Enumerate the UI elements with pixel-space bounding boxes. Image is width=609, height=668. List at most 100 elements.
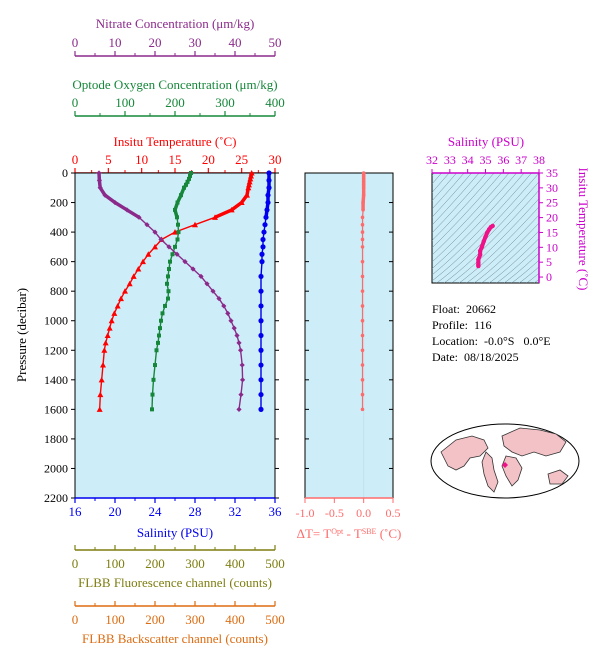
float-id: Float: 20662 bbox=[432, 302, 496, 317]
ts-plot-area bbox=[432, 173, 539, 283]
ts-point bbox=[480, 245, 484, 249]
oxygen-point bbox=[166, 274, 170, 278]
ts-point bbox=[476, 257, 480, 261]
pressure-tick-label: 2200 bbox=[44, 491, 68, 505]
salinity-point bbox=[263, 215, 268, 220]
salinity-point bbox=[266, 170, 271, 175]
oxygen-axis-label: Optode Oxygen Concentration (μm/kg) bbox=[72, 77, 277, 92]
salinity-axis-tick-label: 36 bbox=[269, 504, 283, 519]
delta-t-point bbox=[361, 378, 365, 382]
ts-salinity-tick-label: 38 bbox=[533, 153, 545, 167]
backscatter-axis-tick-label: 400 bbox=[225, 612, 245, 627]
temperature-axis-tick-label: 25 bbox=[235, 152, 248, 167]
backscatter-axis-tick-label: 300 bbox=[185, 612, 205, 627]
delta-t-tick-label: 0.5 bbox=[386, 506, 401, 520]
oxygen-point bbox=[157, 334, 161, 338]
map-land bbox=[502, 428, 566, 456]
pressure-tick-label: 1000 bbox=[44, 314, 68, 328]
oxygen-axis-tick-label: 100 bbox=[115, 95, 135, 110]
delta-t-point bbox=[361, 275, 365, 279]
salinity-point bbox=[266, 178, 271, 183]
delta-t-point bbox=[361, 201, 365, 205]
pressure-tick-label: 1400 bbox=[44, 373, 68, 387]
salinity-axis-tick-label: 28 bbox=[189, 504, 202, 519]
oxygen-axis-tick-label: 200 bbox=[165, 95, 185, 110]
delta-t-tick-label: -1.0 bbox=[296, 506, 315, 520]
delta-t-tick-label: -0.5 bbox=[325, 506, 344, 520]
oxygen-point bbox=[166, 297, 170, 301]
oxygen-point bbox=[150, 407, 154, 411]
pressure-tick-label: 2000 bbox=[44, 461, 68, 475]
salinity-point bbox=[259, 259, 264, 264]
backscatter-axis-label: FLBB Backscatter channel (counts) bbox=[82, 631, 268, 646]
ts-salinity-tick-label: 34 bbox=[462, 153, 474, 167]
profile-plot-area bbox=[75, 173, 275, 498]
date: Date: 08/18/2025 bbox=[432, 350, 519, 365]
ts-temperature-axis-label: Insitu Temperature (˚C) bbox=[576, 167, 591, 290]
fluorescence-axis-tick-label: 400 bbox=[225, 556, 245, 571]
oxygen-point bbox=[177, 230, 181, 234]
ts-salinity-tick-label: 33 bbox=[444, 153, 456, 167]
delta-t-point bbox=[362, 186, 366, 190]
oxygen-point bbox=[176, 201, 180, 205]
oxygen-axis-tick-label: 0 bbox=[72, 95, 79, 110]
ts-temperature-tick-label: 15 bbox=[546, 225, 558, 239]
temperature-axis-tick-label: 20 bbox=[202, 152, 215, 167]
oxygen-point bbox=[175, 215, 179, 219]
ts-salinity-tick-label: 32 bbox=[426, 153, 438, 167]
pressure-tick-label: 200 bbox=[50, 196, 68, 210]
salinity-point bbox=[262, 222, 267, 227]
oxygen-point bbox=[176, 223, 180, 227]
backscatter-axis-tick-label: 200 bbox=[145, 612, 165, 627]
oxygen-point bbox=[176, 237, 180, 241]
delta-t-point bbox=[362, 193, 366, 197]
salinity-point bbox=[258, 318, 263, 323]
oxygen-point bbox=[173, 245, 177, 249]
ts-temperature-tick-label: 25 bbox=[546, 196, 558, 210]
profile-number: Profile: 116 bbox=[432, 318, 492, 333]
ts-point bbox=[490, 224, 494, 228]
nitrate-axis-tick-label: 40 bbox=[229, 35, 242, 50]
oxygen-point bbox=[163, 304, 167, 308]
salinity-point bbox=[258, 289, 263, 294]
oxygen-point bbox=[182, 186, 186, 190]
salinity-point bbox=[265, 200, 270, 205]
delta-t-point bbox=[361, 334, 365, 338]
temperature-axis-tick-label: 30 bbox=[269, 152, 282, 167]
salinity-point bbox=[258, 348, 263, 353]
salinity-point bbox=[258, 274, 263, 279]
delta-t-point bbox=[361, 238, 365, 242]
ts-temperature-tick-label: 0 bbox=[546, 270, 552, 284]
ts-salinity-tick-label: 35 bbox=[480, 153, 492, 167]
ts-point bbox=[483, 235, 487, 239]
oxygen-point bbox=[171, 252, 175, 256]
delta-t-point bbox=[361, 304, 365, 308]
fluorescence-axis-tick-label: 200 bbox=[145, 556, 165, 571]
salinity-axis-tick-label: 16 bbox=[69, 504, 83, 519]
ts-point bbox=[478, 253, 482, 257]
salinity-point bbox=[258, 407, 263, 412]
temperature-axis-tick-label: 5 bbox=[105, 152, 112, 167]
oxygen-point bbox=[168, 260, 172, 264]
delta-t-label-sbe: SBE bbox=[362, 527, 377, 536]
ts-salinity-axis-label: Salinity (PSU) bbox=[448, 134, 524, 149]
pressure-tick-label: 0 bbox=[62, 166, 68, 180]
delta-t-point bbox=[361, 230, 365, 234]
salinity-point bbox=[261, 229, 266, 234]
oxygen-axis-tick-label: 400 bbox=[265, 95, 285, 110]
temperature-axis-tick-label: 15 bbox=[169, 152, 182, 167]
pressure-tick-label: 1600 bbox=[44, 402, 68, 416]
oxygen-axis-tick-label: 300 bbox=[215, 95, 235, 110]
oxygen-point bbox=[155, 348, 159, 352]
oxygen-point bbox=[173, 208, 177, 212]
oxygen-point bbox=[179, 193, 183, 197]
delta-t-point bbox=[361, 348, 365, 352]
fluorescence-axis-label: FLBB Fluorescence channel (counts) bbox=[78, 575, 272, 590]
